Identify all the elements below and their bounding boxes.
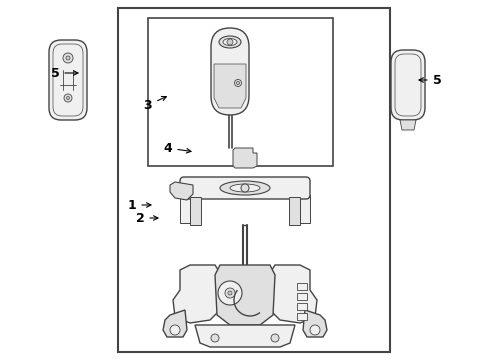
Polygon shape [180,195,190,223]
FancyBboxPatch shape [210,28,248,115]
Circle shape [270,334,279,342]
FancyBboxPatch shape [49,40,87,120]
Polygon shape [288,197,299,225]
Polygon shape [232,148,257,168]
Polygon shape [399,120,415,130]
Ellipse shape [229,184,260,192]
Circle shape [236,81,239,85]
Circle shape [66,96,69,99]
FancyBboxPatch shape [390,50,424,120]
Polygon shape [303,310,326,337]
Polygon shape [299,195,309,223]
Circle shape [218,281,242,305]
Circle shape [63,53,73,63]
Bar [118,8,389,352]
FancyBboxPatch shape [180,177,309,199]
Polygon shape [195,325,294,347]
Polygon shape [215,265,274,325]
Polygon shape [170,182,193,200]
Circle shape [64,94,72,102]
Polygon shape [163,310,186,337]
Circle shape [234,80,241,86]
Polygon shape [296,283,306,290]
Text: 5: 5 [51,67,78,80]
Circle shape [227,291,231,295]
Polygon shape [296,293,306,300]
Circle shape [309,325,319,335]
Circle shape [226,39,232,45]
Text: 1: 1 [127,198,151,212]
Polygon shape [214,64,245,108]
Circle shape [66,56,70,60]
Text: 3: 3 [143,96,166,112]
Circle shape [241,184,248,192]
Polygon shape [269,265,316,323]
Bar [148,18,332,166]
Ellipse shape [223,39,237,45]
Polygon shape [296,313,306,320]
Text: 5: 5 [418,73,441,86]
Ellipse shape [220,181,269,195]
Polygon shape [173,265,220,323]
Circle shape [210,334,219,342]
Polygon shape [190,197,201,225]
Ellipse shape [219,36,241,48]
Text: 2: 2 [135,212,158,225]
Circle shape [224,288,235,298]
Text: 4: 4 [163,141,191,154]
Polygon shape [296,303,306,310]
Circle shape [170,325,180,335]
